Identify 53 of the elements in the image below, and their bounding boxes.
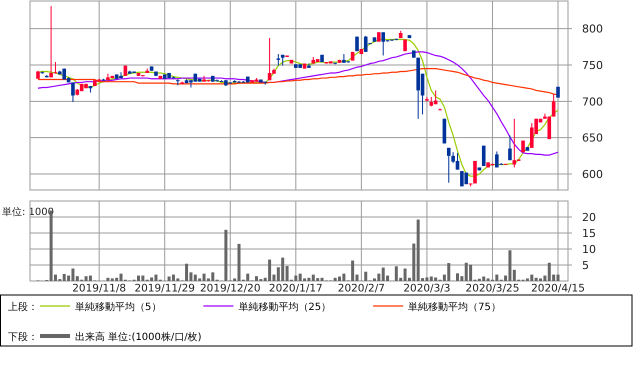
bar bbox=[382, 268, 385, 281]
bar bbox=[312, 274, 315, 281]
bar bbox=[394, 266, 398, 281]
bar bbox=[281, 258, 284, 281]
bar bbox=[62, 274, 66, 281]
bar bbox=[447, 263, 450, 281]
x-tick-label: 2020/3/3 bbox=[403, 282, 450, 294]
line-series bbox=[37, 51, 559, 156]
legend-title: 下段： bbox=[8, 331, 38, 343]
bar bbox=[416, 220, 420, 281]
legend-label: 単純移動平均（5） bbox=[75, 301, 162, 313]
bar bbox=[434, 277, 438, 281]
x-tick-label: 2020/3/25 bbox=[466, 282, 520, 294]
bar bbox=[534, 278, 538, 281]
legend-label: 出来高 単位:(1000株/口/枚) bbox=[75, 331, 202, 343]
bar bbox=[176, 278, 180, 281]
bar bbox=[110, 278, 114, 281]
legend-title: 上段： bbox=[8, 301, 38, 313]
bar bbox=[464, 262, 468, 281]
bar bbox=[530, 274, 534, 281]
legend-label: 単純移動平均（25） bbox=[238, 301, 332, 313]
bar bbox=[364, 272, 368, 281]
bar bbox=[194, 274, 197, 281]
y-tick-label: 750 bbox=[582, 58, 603, 72]
bar bbox=[334, 278, 337, 281]
bar bbox=[316, 278, 320, 281]
x-tick-label: 2019/11/29 bbox=[134, 282, 195, 294]
legend-label: 単純移動平均（75） bbox=[408, 301, 501, 313]
x-tick-label: 2020/2/7 bbox=[338, 282, 385, 294]
bar bbox=[351, 260, 354, 281]
bar bbox=[482, 276, 486, 281]
bar bbox=[298, 274, 302, 281]
y-tick-label: 600 bbox=[582, 168, 603, 182]
x-tick-label: 2019/12/20 bbox=[200, 282, 261, 294]
bar bbox=[548, 262, 551, 281]
x-tick-label: 2019/11/8 bbox=[72, 282, 126, 294]
bar bbox=[430, 276, 433, 281]
y-tick-label: 700 bbox=[582, 95, 603, 108]
y-tick-label: 20 bbox=[582, 211, 596, 224]
bar bbox=[211, 272, 214, 281]
bar bbox=[246, 274, 250, 281]
x-tick-label: 2020/1/17 bbox=[268, 282, 323, 294]
y-tick-label: 5 bbox=[582, 259, 589, 272]
bar bbox=[115, 278, 118, 281]
x-tick-label: 2020/4/15 bbox=[531, 282, 585, 294]
bar bbox=[294, 276, 298, 281]
bar bbox=[141, 276, 144, 281]
y-tick-label: 15 bbox=[582, 227, 596, 240]
legend: 下段： 出来高 単位:(1000株/口/枚) bbox=[8, 332, 202, 343]
bar bbox=[495, 274, 498, 281]
y-tick-label: 10 bbox=[582, 243, 596, 256]
y-tick-label: 800 bbox=[582, 22, 603, 36]
y-tick-label: 650 bbox=[582, 132, 603, 145]
